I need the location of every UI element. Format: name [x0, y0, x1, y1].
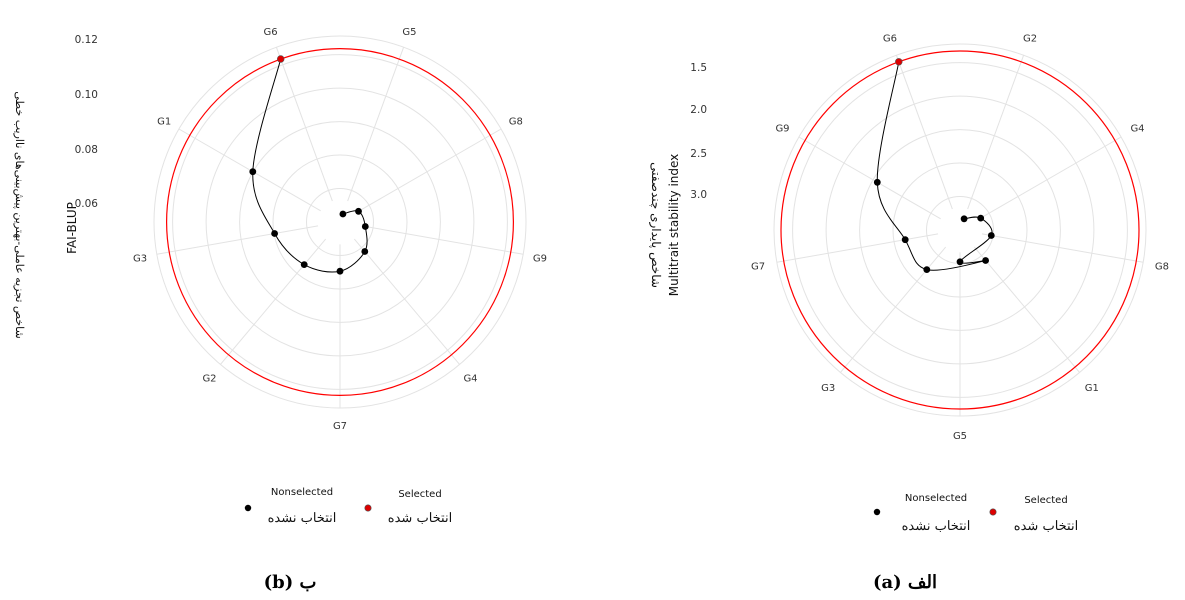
a-label-g3: G3 [821, 383, 835, 394]
panel-b-fai-blup-chart: G6 G5 G8 G9 G4 G7 G2 G3 G1 0.12 0.10 0.08 0.06 F… [13, 27, 547, 593]
b-label-g2: G2 [202, 374, 216, 385]
a-genotype-labels: G6 G2 G4 G8 G1 G5 G3 G7 G9 [751, 33, 1169, 442]
a-panel-caption: الف (a) [873, 572, 937, 593]
a-ytick-3: 2.5 [690, 148, 707, 160]
a-grid-spoke [840, 246, 947, 373]
b-point-g6 [277, 55, 285, 63]
b-grid-spoke [220, 238, 327, 365]
b-point-g4 [361, 248, 369, 255]
a-grid-spoke [776, 233, 939, 263]
b-point-g5 [339, 210, 347, 218]
a-point-g4 [977, 214, 985, 222]
a-y-ticks: 1.5 2.0 2.5 3.0 [690, 62, 707, 201]
a-legend-nonselected-marker [873, 508, 881, 516]
b-ytick-2: 0.10 [75, 89, 98, 101]
a-label-g9: G9 [775, 124, 789, 135]
a-legend-selected-label-fa: انتخاب شده [1014, 519, 1078, 534]
a-label-g6: G6 [883, 33, 897, 44]
a-label-g2: G2 [1023, 33, 1037, 44]
a-label-g7: G7 [751, 262, 765, 273]
b-label-g6: G6 [264, 27, 278, 38]
a-grid-spoke [895, 55, 953, 210]
b-grid-spoke [359, 128, 502, 212]
b-grid-spoke [353, 238, 460, 365]
b-label-g1: G1 [157, 117, 171, 128]
a-grid-spoke [967, 55, 1025, 210]
a-grid-spoke [798, 136, 941, 220]
b-grid-spoke [156, 225, 319, 255]
a-point-g7 [901, 236, 909, 244]
b-genotype-curve [252, 58, 368, 273]
b-grid-spoke [361, 225, 524, 255]
b-label-g8: G8 [509, 117, 523, 128]
b-label-g3: G3 [133, 253, 147, 264]
a-label-g8: G8 [1155, 262, 1169, 273]
a-label-g5: G5 [953, 431, 967, 442]
a-legend-nonselected-label: Nonselected [905, 493, 967, 504]
a-genotype-curve [876, 61, 993, 271]
a-point-g9 [873, 178, 881, 186]
a-point-g1 [982, 257, 989, 264]
b-point-g8 [355, 207, 362, 215]
b-genotype-labels: G6 G5 G8 G9 G4 G7 G2 G3 G1 [133, 27, 547, 432]
a-point-g3 [923, 266, 931, 273]
b-point-g3 [271, 230, 278, 237]
b-legend-selected-marker [364, 504, 372, 512]
a-legend-selected-label: Selected [1024, 495, 1067, 506]
a-legend: Nonselected انتخاب نشده Selected انتخاب … [873, 493, 1078, 534]
a-legend-nonselected-label-fa: انتخاب نشده [902, 519, 971, 534]
b-label-g5: G5 [402, 27, 416, 38]
a-label-g4: G4 [1130, 124, 1144, 135]
a-selection-cutoff-circle [780, 50, 1140, 410]
b-ytick-1: 0.12 [75, 34, 98, 46]
a-y-axis-label: Multitrait stability index [667, 154, 681, 297]
b-legend-nonselected-label: Nonselected [271, 487, 333, 498]
a-genotype-points [873, 58, 995, 273]
b-label-g9: G9 [533, 253, 547, 264]
b-point-g2 [300, 261, 308, 268]
a-point-g6 [895, 58, 903, 66]
b-legend-nonselected-label-fa: انتخاب نشده [268, 511, 337, 526]
b-genotype-points [249, 55, 369, 275]
a-point-g5 [956, 258, 964, 266]
b-y-axis-label-fa: شاخص تجزیه عاملی-بهترین پیش‌بینی‌های ناا… [13, 91, 26, 338]
b-legend-selected-label: Selected [398, 489, 441, 500]
a-label-g1: G1 [1085, 383, 1099, 394]
b-point-g1 [249, 168, 257, 176]
b-y-ticks: 0.12 0.10 0.08 0.06 [75, 34, 99, 210]
a-point-g2 [960, 215, 968, 223]
a-point-g8 [987, 232, 995, 239]
a-grid-spoke [981, 233, 1144, 263]
b-selection-cutoff-circle [166, 48, 514, 396]
b-legend-selected-label-fa: انتخاب شده [388, 511, 452, 526]
b-grid-spoke [347, 47, 405, 202]
panel-a-mtsi-chart: G6 G2 G4 G8 G1 G5 G3 G7 G9 1.5 2.0 2.5 3.0 Multi… [649, 33, 1169, 593]
b-point-g7 [336, 267, 344, 275]
a-grid-spoke [973, 246, 1080, 373]
b-legend: Nonselected انتخاب نشده Selected انتخاب … [244, 487, 452, 526]
b-grid [153, 35, 527, 409]
b-label-g7: G7 [333, 421, 347, 432]
a-ytick-1: 1.5 [690, 62, 707, 74]
a-y-axis-label-fa: شاخص پایداری چندصفتی [649, 162, 663, 288]
a-grid-spoke [979, 136, 1122, 220]
b-legend-nonselected-marker [244, 504, 252, 512]
a-ytick-2: 2.0 [690, 104, 707, 116]
a-legend-selected-marker [989, 508, 997, 516]
b-y-axis-label: FAI-BLUP [65, 202, 79, 254]
a-grid [773, 43, 1147, 417]
a-ytick-4: 3.0 [690, 189, 707, 201]
b-panel-caption: ب (b) [264, 572, 317, 593]
b-point-g9 [361, 223, 369, 230]
b-grid-spoke [275, 47, 333, 202]
b-ytick-4: 0.06 [75, 198, 99, 210]
b-grid-spoke [178, 128, 321, 212]
b-ytick-3: 0.08 [75, 144, 98, 156]
b-label-g4: G4 [463, 374, 477, 385]
